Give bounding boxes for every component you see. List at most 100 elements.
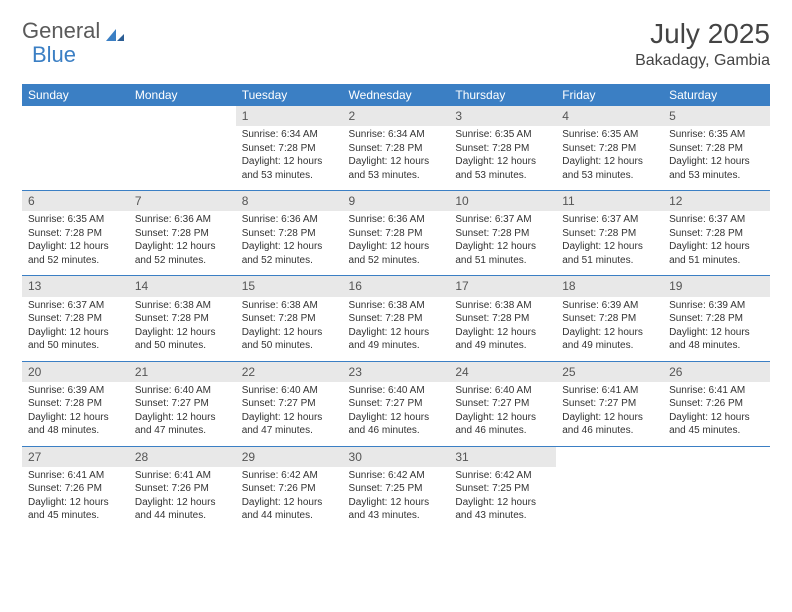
day-body bbox=[556, 451, 663, 513]
sunset-line: Sunset: 7:27 PM bbox=[562, 397, 657, 411]
day-number: 16 bbox=[343, 276, 450, 296]
daylight-line: Daylight: 12 hours and 53 minutes. bbox=[562, 155, 657, 182]
day-body: Sunrise: 6:42 AMSunset: 7:26 PMDaylight:… bbox=[236, 467, 343, 531]
calendar-day-cell: 30Sunrise: 6:42 AMSunset: 7:25 PMDayligh… bbox=[343, 446, 450, 531]
day-number: 8 bbox=[236, 191, 343, 211]
daylight-line: Daylight: 12 hours and 53 minutes. bbox=[242, 155, 337, 182]
day-number: 18 bbox=[556, 276, 663, 296]
sunset-line: Sunset: 7:28 PM bbox=[562, 312, 657, 326]
day-number: 6 bbox=[22, 191, 129, 211]
calendar-day-cell: 18Sunrise: 6:39 AMSunset: 7:28 PMDayligh… bbox=[556, 276, 663, 361]
day-number: 12 bbox=[663, 191, 770, 211]
calendar-day-cell: 31Sunrise: 6:42 AMSunset: 7:25 PMDayligh… bbox=[449, 446, 556, 531]
sunrise-line: Sunrise: 6:35 AM bbox=[28, 213, 123, 227]
daylight-line: Daylight: 12 hours and 50 minutes. bbox=[28, 326, 123, 353]
sunset-line: Sunset: 7:28 PM bbox=[28, 397, 123, 411]
calendar-table: Sunday Monday Tuesday Wednesday Thursday… bbox=[22, 84, 770, 531]
daylight-line: Daylight: 12 hours and 47 minutes. bbox=[135, 411, 230, 438]
calendar-week-row: 1Sunrise: 6:34 AMSunset: 7:28 PMDaylight… bbox=[22, 106, 770, 191]
daylight-line: Daylight: 12 hours and 50 minutes. bbox=[242, 326, 337, 353]
sunset-line: Sunset: 7:28 PM bbox=[28, 227, 123, 241]
day-body: Sunrise: 6:35 AMSunset: 7:28 PMDaylight:… bbox=[556, 126, 663, 190]
day-body: Sunrise: 6:40 AMSunset: 7:27 PMDaylight:… bbox=[343, 382, 450, 446]
day-body: Sunrise: 6:42 AMSunset: 7:25 PMDaylight:… bbox=[343, 467, 450, 531]
sail-icon bbox=[104, 23, 126, 39]
calendar-day-cell: 17Sunrise: 6:38 AMSunset: 7:28 PMDayligh… bbox=[449, 276, 556, 361]
sunset-line: Sunset: 7:28 PM bbox=[242, 312, 337, 326]
sunrise-line: Sunrise: 6:41 AM bbox=[562, 384, 657, 398]
daylight-line: Daylight: 12 hours and 53 minutes. bbox=[669, 155, 764, 182]
sunrise-line: Sunrise: 6:37 AM bbox=[669, 213, 764, 227]
calendar-day-cell: 7Sunrise: 6:36 AMSunset: 7:28 PMDaylight… bbox=[129, 191, 236, 276]
day-number: 19 bbox=[663, 276, 770, 296]
weekday-header: Sunday bbox=[22, 84, 129, 106]
sunrise-line: Sunrise: 6:37 AM bbox=[28, 299, 123, 313]
sunrise-line: Sunrise: 6:36 AM bbox=[242, 213, 337, 227]
sunset-line: Sunset: 7:27 PM bbox=[135, 397, 230, 411]
daylight-line: Daylight: 12 hours and 44 minutes. bbox=[242, 496, 337, 523]
calendar-day-cell: 12Sunrise: 6:37 AMSunset: 7:28 PMDayligh… bbox=[663, 191, 770, 276]
title-block: July 2025 Bakadagy, Gambia bbox=[635, 18, 770, 70]
day-number: 15 bbox=[236, 276, 343, 296]
day-number: 26 bbox=[663, 362, 770, 382]
calendar-day-cell bbox=[22, 106, 129, 191]
sunset-line: Sunset: 7:28 PM bbox=[135, 312, 230, 326]
day-number: 30 bbox=[343, 447, 450, 467]
header: General July 2025 Bakadagy, Gambia bbox=[22, 18, 770, 70]
sunset-line: Sunset: 7:28 PM bbox=[455, 312, 550, 326]
day-body: Sunrise: 6:36 AMSunset: 7:28 PMDaylight:… bbox=[343, 211, 450, 275]
sunrise-line: Sunrise: 6:39 AM bbox=[28, 384, 123, 398]
calendar-week-row: 6Sunrise: 6:35 AMSunset: 7:28 PMDaylight… bbox=[22, 191, 770, 276]
daylight-line: Daylight: 12 hours and 43 minutes. bbox=[455, 496, 550, 523]
day-body: Sunrise: 6:39 AMSunset: 7:28 PMDaylight:… bbox=[22, 382, 129, 446]
day-body: Sunrise: 6:35 AMSunset: 7:28 PMDaylight:… bbox=[663, 126, 770, 190]
day-number: 9 bbox=[343, 191, 450, 211]
day-body: Sunrise: 6:37 AMSunset: 7:28 PMDaylight:… bbox=[22, 297, 129, 361]
weekday-header-row: Sunday Monday Tuesday Wednesday Thursday… bbox=[22, 84, 770, 106]
daylight-line: Daylight: 12 hours and 53 minutes. bbox=[349, 155, 444, 182]
day-number: 31 bbox=[449, 447, 556, 467]
sunrise-line: Sunrise: 6:41 AM bbox=[135, 469, 230, 483]
sunset-line: Sunset: 7:28 PM bbox=[562, 227, 657, 241]
weekday-header: Wednesday bbox=[343, 84, 450, 106]
day-number: 17 bbox=[449, 276, 556, 296]
sunset-line: Sunset: 7:28 PM bbox=[562, 142, 657, 156]
calendar-day-cell: 20Sunrise: 6:39 AMSunset: 7:28 PMDayligh… bbox=[22, 361, 129, 446]
day-body: Sunrise: 6:41 AMSunset: 7:26 PMDaylight:… bbox=[129, 467, 236, 531]
day-body: Sunrise: 6:37 AMSunset: 7:28 PMDaylight:… bbox=[449, 211, 556, 275]
sunrise-line: Sunrise: 6:37 AM bbox=[562, 213, 657, 227]
day-body: Sunrise: 6:34 AMSunset: 7:28 PMDaylight:… bbox=[343, 126, 450, 190]
day-number: 27 bbox=[22, 447, 129, 467]
sunset-line: Sunset: 7:28 PM bbox=[349, 142, 444, 156]
day-body: Sunrise: 6:39 AMSunset: 7:28 PMDaylight:… bbox=[556, 297, 663, 361]
sunset-line: Sunset: 7:28 PM bbox=[669, 227, 764, 241]
weekday-header: Friday bbox=[556, 84, 663, 106]
daylight-line: Daylight: 12 hours and 48 minutes. bbox=[669, 326, 764, 353]
day-body: Sunrise: 6:40 AMSunset: 7:27 PMDaylight:… bbox=[129, 382, 236, 446]
logo-text-general: General bbox=[22, 18, 100, 44]
day-body bbox=[663, 451, 770, 513]
day-number: 2 bbox=[343, 106, 450, 126]
day-body: Sunrise: 6:39 AMSunset: 7:28 PMDaylight:… bbox=[663, 297, 770, 361]
daylight-line: Daylight: 12 hours and 46 minutes. bbox=[349, 411, 444, 438]
sunset-line: Sunset: 7:28 PM bbox=[349, 312, 444, 326]
sunset-line: Sunset: 7:28 PM bbox=[242, 227, 337, 241]
daylight-line: Daylight: 12 hours and 52 minutes. bbox=[349, 240, 444, 267]
day-body: Sunrise: 6:36 AMSunset: 7:28 PMDaylight:… bbox=[129, 211, 236, 275]
calendar-day-cell: 8Sunrise: 6:36 AMSunset: 7:28 PMDaylight… bbox=[236, 191, 343, 276]
daylight-line: Daylight: 12 hours and 53 minutes. bbox=[455, 155, 550, 182]
daylight-line: Daylight: 12 hours and 49 minutes. bbox=[455, 326, 550, 353]
sunrise-line: Sunrise: 6:38 AM bbox=[135, 299, 230, 313]
sunset-line: Sunset: 7:25 PM bbox=[455, 482, 550, 496]
day-body: Sunrise: 6:38 AMSunset: 7:28 PMDaylight:… bbox=[449, 297, 556, 361]
day-body: Sunrise: 6:38 AMSunset: 7:28 PMDaylight:… bbox=[129, 297, 236, 361]
day-number: 11 bbox=[556, 191, 663, 211]
day-body: Sunrise: 6:38 AMSunset: 7:28 PMDaylight:… bbox=[236, 297, 343, 361]
day-number: 29 bbox=[236, 447, 343, 467]
sunrise-line: Sunrise: 6:37 AM bbox=[455, 213, 550, 227]
day-body bbox=[22, 110, 129, 172]
sunrise-line: Sunrise: 6:36 AM bbox=[349, 213, 444, 227]
daylight-line: Daylight: 12 hours and 44 minutes. bbox=[135, 496, 230, 523]
sunrise-line: Sunrise: 6:40 AM bbox=[349, 384, 444, 398]
calendar-day-cell: 3Sunrise: 6:35 AMSunset: 7:28 PMDaylight… bbox=[449, 106, 556, 191]
